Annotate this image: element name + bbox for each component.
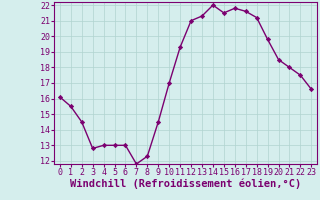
X-axis label: Windchill (Refroidissement éolien,°C): Windchill (Refroidissement éolien,°C) xyxy=(70,179,301,189)
